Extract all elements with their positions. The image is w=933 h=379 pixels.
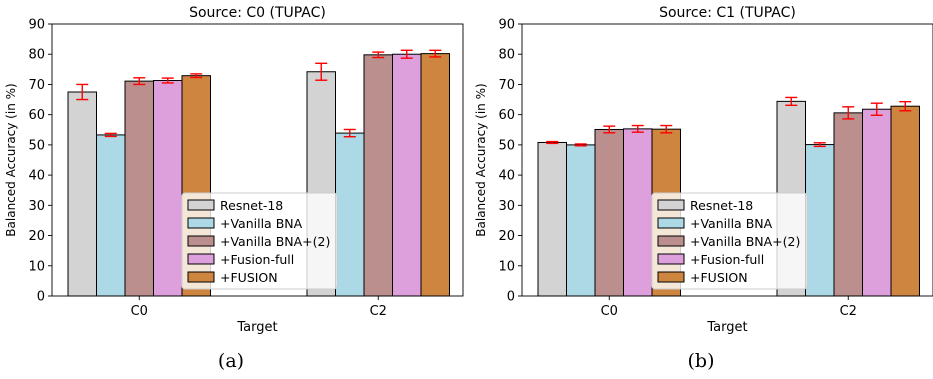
legend-label: +Fusion-full bbox=[690, 252, 764, 267]
x-axis-label: Target bbox=[236, 320, 277, 335]
bar bbox=[833, 112, 863, 297]
legend-label: +Vanilla BNA bbox=[690, 216, 773, 231]
y-tick-label: 10 bbox=[28, 259, 45, 274]
x-axis-label: Target bbox=[706, 320, 747, 335]
legend-swatch bbox=[657, 253, 685, 265]
y-tick-label: 20 bbox=[28, 229, 45, 244]
bar bbox=[890, 105, 920, 297]
legend-box bbox=[651, 192, 808, 290]
y-axis-label: Balanced Accuracy (in %) bbox=[474, 83, 488, 236]
y-tick-label: 70 bbox=[498, 78, 515, 93]
legend-label: +Fusion-full bbox=[220, 252, 294, 267]
legend-label: Resnet-18 bbox=[220, 198, 283, 213]
y-tick-label: 0 bbox=[507, 290, 515, 305]
chart-source-c1: Source: C1 (TUPAC) 0 10 20 30 40 50 60 70 80 90 Bal… bbox=[474, 5, 933, 335]
y-tick-label: 80 bbox=[498, 48, 515, 63]
legend-swatch bbox=[187, 235, 215, 247]
legend-label: Resnet-18 bbox=[690, 198, 753, 213]
legend-label: +Vanilla BNA+(2) bbox=[220, 234, 330, 249]
bar bbox=[537, 141, 567, 297]
y-tick-label: 70 bbox=[28, 78, 45, 93]
legend-label: +FUSION bbox=[220, 270, 278, 285]
y-tick-label: 40 bbox=[28, 169, 45, 184]
caption-a: (a) bbox=[217, 350, 245, 372]
x-tick-label: C2 bbox=[370, 304, 387, 319]
x-tick-label: C0 bbox=[131, 304, 148, 319]
x-tick-label: C0 bbox=[601, 304, 618, 319]
bar bbox=[623, 128, 653, 297]
bar bbox=[392, 53, 422, 297]
legend-label: +Vanilla BNA bbox=[220, 216, 303, 231]
chart-title: Source: C0 (TUPAC) bbox=[189, 5, 326, 21]
legend-swatch bbox=[187, 217, 215, 229]
chart-source-c0: Source: C0 (TUPAC) 0 10 20 30 40 50 60 70 80 90 Bal… bbox=[4, 5, 464, 335]
bar bbox=[363, 54, 393, 297]
legend-box bbox=[181, 192, 338, 290]
chart-title: Source: C1 (TUPAC) bbox=[659, 5, 796, 21]
bar bbox=[594, 128, 624, 297]
bar bbox=[67, 91, 97, 297]
y-tick-label: 50 bbox=[498, 138, 515, 153]
caption-b: (b) bbox=[687, 350, 715, 372]
legend-swatch bbox=[657, 235, 685, 247]
bar bbox=[153, 80, 183, 297]
y-tick-label: 30 bbox=[28, 199, 45, 214]
legend-swatch bbox=[657, 199, 685, 211]
y-axis-label: Balanced Accuracy (in %) bbox=[4, 83, 18, 236]
bar bbox=[862, 108, 892, 297]
y-tick-label: 50 bbox=[28, 138, 45, 153]
bar bbox=[420, 53, 450, 297]
plot-frame bbox=[521, 23, 933, 297]
y-tick-label: 40 bbox=[498, 169, 515, 184]
plot-frame bbox=[51, 23, 464, 297]
y-tick-label: 20 bbox=[498, 229, 515, 244]
legend-label: +FUSION bbox=[690, 270, 748, 285]
legend-swatch bbox=[657, 271, 685, 283]
y-tick-label: 80 bbox=[28, 48, 45, 63]
x-tick-label: C2 bbox=[840, 304, 857, 319]
y-tick-label: 10 bbox=[498, 259, 515, 274]
y-tick-label: 0 bbox=[37, 290, 45, 305]
bar bbox=[124, 80, 154, 297]
legend-label: +Vanilla BNA+(2) bbox=[690, 234, 800, 249]
y-tick-label: 60 bbox=[498, 108, 515, 123]
y-tick-label: 60 bbox=[28, 108, 45, 123]
y-tick-label: 90 bbox=[498, 18, 515, 33]
bar bbox=[805, 144, 835, 297]
legend-swatch bbox=[187, 253, 215, 265]
legend-swatch bbox=[187, 199, 215, 211]
bar bbox=[335, 132, 365, 297]
bar bbox=[96, 134, 126, 297]
y-tick-label: 30 bbox=[498, 199, 515, 214]
y-tick-label: 90 bbox=[28, 18, 45, 33]
legend-swatch bbox=[657, 217, 685, 229]
legend-swatch bbox=[187, 271, 215, 283]
bar bbox=[566, 144, 596, 297]
